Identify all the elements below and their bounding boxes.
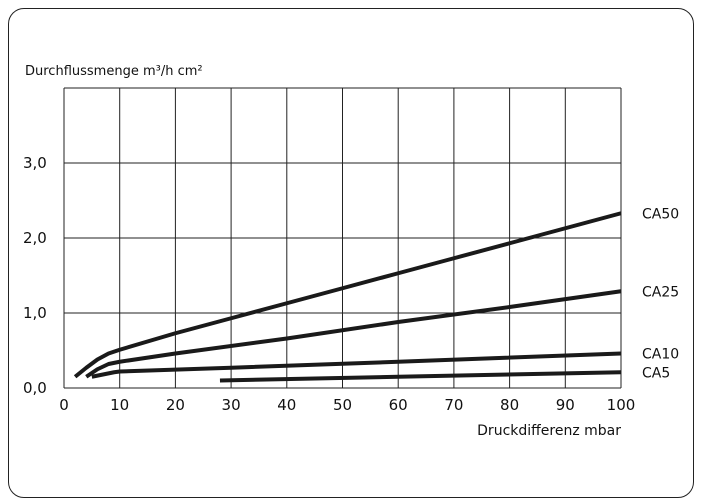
series-label-ca10: CA10 [642, 347, 679, 363]
x-tick-label: 100 [607, 396, 636, 414]
series-line-ca50 [73, 211, 622, 379]
y-axis-label: Durchflussmenge m³/h cm² [25, 64, 203, 79]
chart-labels: 0 10 20 30 40 50 60 70 80 90 100 0,0 1,0 2,0 3,0 CA50 CA… [23, 154, 679, 414]
x-tick-label: 30 [222, 396, 241, 414]
x-tick-label: 10 [110, 396, 129, 414]
y-tick-label: 0,0 [23, 379, 47, 397]
x-tick-label: 60 [389, 396, 408, 414]
flow-chart: 0 10 20 30 40 50 60 70 80 90 100 0,0 1,0 2,0 3,0 CA50 CA… [23, 64, 679, 439]
series-label-ca5: CA5 [642, 365, 670, 381]
x-tick-label: 40 [277, 396, 296, 414]
series-label-ca25: CA25 [642, 284, 679, 300]
series-lines [73, 211, 622, 383]
y-tick-label: 3,0 [23, 154, 47, 172]
chart-grid [63, 87, 622, 389]
y-tick-label: 2,0 [23, 229, 47, 247]
series-line-ca25 [85, 289, 622, 379]
series-line-ca10 [91, 351, 622, 379]
series-line-ca5 [219, 370, 622, 383]
x-tick-label: 90 [556, 396, 575, 414]
x-tick-label: 80 [500, 396, 519, 414]
x-tick-label: 70 [444, 396, 463, 414]
x-tick-label: 20 [166, 396, 185, 414]
x-axis-label: Druckdifferenz mbar [477, 423, 621, 439]
y-tick-label: 1,0 [23, 304, 47, 322]
x-tick-label: 0 [59, 396, 69, 414]
x-tick-label: 50 [333, 396, 352, 414]
series-label-ca50: CA50 [642, 206, 679, 222]
